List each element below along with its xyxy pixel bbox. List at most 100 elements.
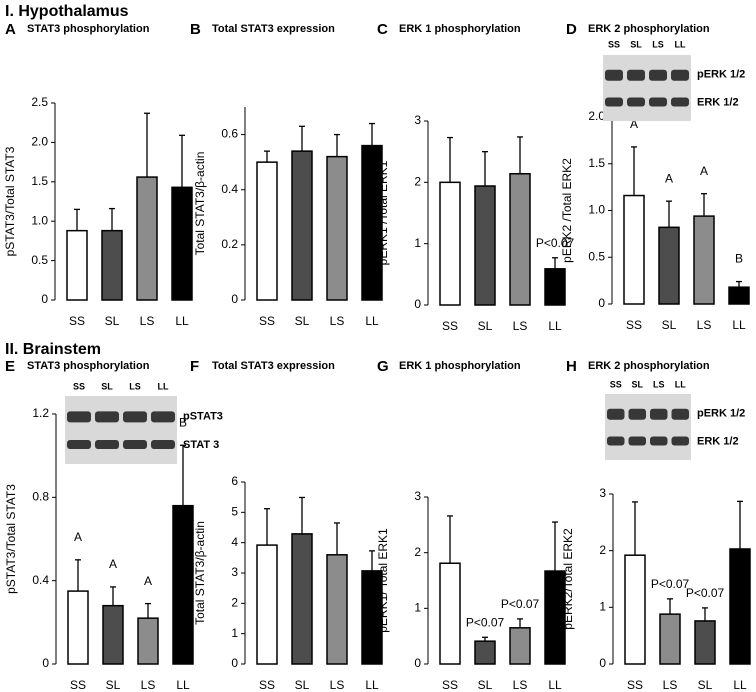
x-tick-label: SL [105,314,120,328]
bar [67,590,89,665]
section-title: I. Hypothalamus [5,3,129,20]
y-tick-label: 0 [231,656,238,670]
section-title: II. Brainstem [5,341,101,358]
blot-background [65,396,177,464]
blot-band [627,97,645,107]
y-tick-label: 1.0 [588,203,605,217]
panel-title: ERK 2 phosphorylation [588,23,710,35]
significance-letter: A [700,164,708,178]
y-tick-label: 2 [414,175,421,189]
blot-band [67,439,91,449]
bar [474,185,496,306]
blot-background [605,394,691,460]
x-tick-label: SL [295,314,310,328]
y-tick-label: 0 [231,292,238,306]
y-tick-label: 0.2 [221,237,238,251]
y-axis-label: Total STAT3/β-actin [193,152,207,256]
bar [439,181,461,306]
y-tick-label: 0 [414,656,421,670]
blot-lane-label: SS [608,39,620,49]
blot-band [649,69,667,81]
x-tick-label: SL [478,678,493,692]
bar [623,194,645,305]
y-tick-label: 1.0 [31,213,48,227]
blot-label: pERK 1/2 [697,408,745,420]
blot-band [95,439,119,449]
x-tick-label: SL [478,319,493,333]
blot-lane-label: LL [158,381,169,391]
blot-band [650,436,668,446]
blot-label: ERK 1/2 [697,96,739,108]
panel-letter: A [5,21,16,38]
bar [136,176,158,301]
y-axis-label: Total STAT3/β-actin [193,521,207,625]
x-tick-label: LS [141,678,156,692]
y-axis-label: pERK2/Total ERK2 [561,528,575,630]
y-axis-label: pSTAT3/Total STAT3 [4,484,18,594]
blot-band [671,436,689,446]
panel-title: STAT3 phosphorylation [27,360,150,372]
blot-lane-label: LL [675,379,686,389]
y-tick-label: 1 [414,236,421,250]
blot-lane-label: SS [610,379,622,389]
bar [102,604,124,665]
y-tick-label: 0.4 [221,182,238,196]
x-tick-label: SS [627,678,643,692]
x-tick-label: SL [698,678,713,692]
blot-lane-label: LS [129,381,141,391]
y-tick-label: 1.2 [32,406,49,420]
significance-letter: A [74,530,82,544]
blot-band [671,69,689,81]
blot-lane-label: LS [653,379,665,389]
x-tick-label: SS [259,314,275,328]
blot-label: pSTAT3 [183,410,223,422]
blot-lane-label: LL [675,39,686,49]
x-tick-label: SL [662,318,677,332]
y-tick-label: 6 [231,474,238,488]
blot-band [123,439,147,449]
blot-lane-label: LS [652,39,664,49]
bar [101,229,123,301]
panel-letter: G [377,358,389,375]
y-tick-label: 3 [599,486,606,500]
panel-letter: C [377,21,388,38]
bar [693,215,715,305]
panel-title: ERK 2 phosphorylation [588,360,710,372]
y-tick-label: 0 [599,656,606,670]
x-tick-label: LS [330,314,345,328]
y-tick-label: 4 [231,535,238,549]
bar [291,150,313,301]
bar [172,504,194,665]
blot-band [650,408,668,420]
bar [291,533,313,665]
blot-label: STAT 3 [183,439,219,451]
x-tick-label: LL [733,678,747,692]
y-tick-label: 2 [414,545,421,559]
p-value-note: P<0.07 [651,577,690,591]
x-tick-label: LS [513,678,528,692]
blot-band [605,69,623,81]
panel-letter: F [190,358,199,375]
blot-band [628,436,646,446]
y-tick-label: 2.0 [588,109,605,123]
blot-band [151,439,175,449]
x-tick-label: SS [259,678,275,692]
blot-lane-label: SL [631,379,643,389]
y-axis-label: pERK1/ Total ERK1 [376,528,390,633]
blot-band [671,408,689,420]
x-tick-label: LL [365,678,379,692]
y-tick-label: 0.5 [588,249,605,263]
x-tick-label: SS [70,678,86,692]
p-value-note: P<0.07 [501,597,540,611]
significance-letter: A [630,117,638,131]
blot-band [627,69,645,81]
bar [171,186,193,301]
x-tick-label: LL [548,319,562,333]
bar [137,617,159,665]
x-tick-label: LS [697,318,712,332]
y-tick-label: 1.5 [31,174,48,188]
x-tick-label: LS [513,319,528,333]
p-value-note: P<0.07 [536,236,575,250]
significance-letter: A [665,171,673,185]
